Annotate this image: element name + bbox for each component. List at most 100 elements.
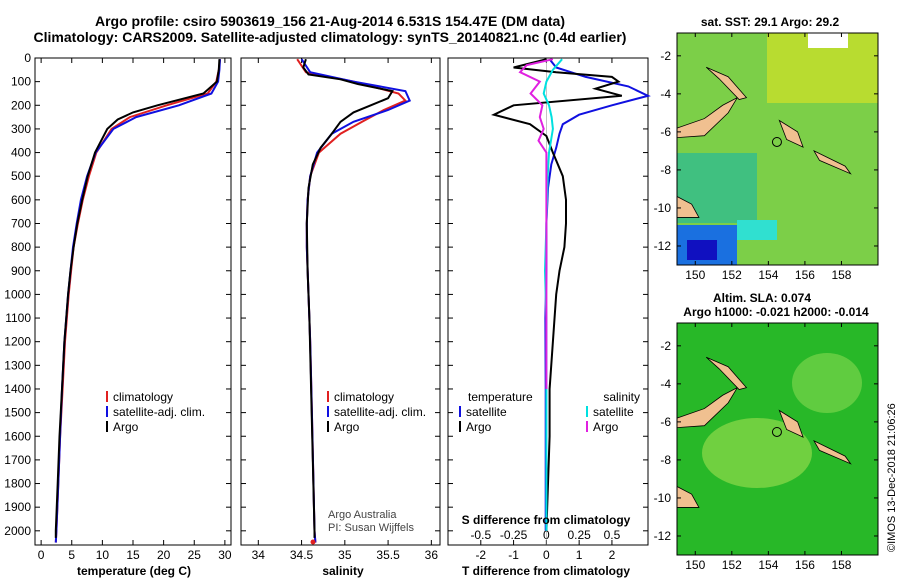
lat-tick-label: -8 — [660, 453, 671, 467]
legend-climatology-swatch — [327, 391, 329, 402]
legend-climatology-label: climatology — [113, 390, 173, 404]
x2-tick-label: 0.5 — [604, 528, 621, 542]
sla-map-title1: Altim. SLA: 0.074 — [713, 291, 811, 305]
sst-map: -2 -4 -6 -8 -10 -12 150 152 154 156 158 — [654, 32, 879, 282]
lat-tick-label: -10 — [654, 201, 672, 215]
x-tick-label: 30 — [218, 548, 232, 562]
legend-s-argo-label: Argo — [593, 420, 619, 434]
land-bougainville — [778, 409, 804, 438]
salinity-legend: climatology satellite-adj. clim. Argo — [334, 390, 426, 434]
depth-tick-label: 800 — [11, 240, 31, 254]
depth-tick-label: 500 — [11, 169, 31, 183]
temperature-xlabel: temperature (deg C) — [77, 564, 191, 578]
depth-tick-label: 1400 — [4, 382, 31, 396]
x-tick-label: 10 — [96, 548, 110, 562]
lon-tick-label: 152 — [722, 268, 742, 282]
lon-tick-label: 150 — [685, 268, 705, 282]
legend-s-satellite-label: satellite — [593, 405, 634, 419]
legend-satellite-adj-label: satellite-adj. clim. — [334, 405, 426, 419]
legend-salinity-title: salinity — [603, 390, 640, 404]
depth-tick-label: 900 — [11, 264, 31, 278]
x-tick-label: 1 — [576, 548, 583, 562]
footer-stamp: ©IMOS 13-Dec-2018 21:06:26 — [886, 403, 898, 552]
series-line-argo — [302, 58, 394, 538]
depth-tick-label: 1500 — [4, 406, 31, 420]
lat-tick-label: -6 — [660, 415, 671, 429]
depth-tick-label: 1300 — [4, 358, 31, 372]
x-tick-label: 35 — [338, 548, 352, 562]
plot-frame — [34, 57, 232, 546]
legend-t-satellite-label: satellite — [466, 405, 507, 419]
x-tick-label: 36 — [425, 548, 439, 562]
series-line-climatology — [54, 59, 221, 543]
legend-argo-swatch — [106, 421, 108, 432]
lat-tick-label: -2 — [660, 339, 671, 353]
legend-satellite-adj-swatch — [327, 406, 329, 417]
chart-title-line1: Argo profile: csiro 5903619_156 21-Aug-2… — [95, 13, 565, 29]
float-position-marker — [771, 136, 782, 147]
sst-cloud — [808, 33, 848, 48]
depth-tick-label: 100 — [11, 75, 31, 89]
x-tick-label: 34 — [252, 548, 266, 562]
lon-tick-label: 156 — [795, 268, 815, 282]
x-tick-label: -1 — [508, 548, 519, 562]
lat-tick-label: -10 — [654, 491, 672, 505]
sla-field-high — [792, 353, 862, 413]
x-tick-label: 15 — [126, 548, 140, 562]
legend-satellite-adj-label: satellite-adj. clim. — [113, 405, 205, 419]
lon-tick-label: 158 — [831, 558, 851, 572]
x2-tick-label: -0.5 — [470, 528, 491, 542]
x-tick-label: 34.5 — [290, 548, 314, 562]
depth-tick-label: 600 — [11, 193, 31, 207]
salinity-panel: 34 34.5 35 35.5 36 — [240, 57, 441, 562]
x-tick-label: 0 — [38, 548, 45, 562]
depth-tick-label: 700 — [11, 216, 31, 230]
sst-field-coldest — [687, 240, 717, 260]
legend-temperature-title: temperature — [468, 390, 533, 404]
depth-tick-label: 2000 — [4, 524, 31, 538]
salinity-annotation: Argo Australia PI: Susan Wijffels — [328, 509, 414, 534]
legend-s-satellite-swatch — [586, 406, 588, 417]
depth-tick-label: 200 — [11, 98, 31, 112]
lon-tick-label: 154 — [758, 558, 778, 572]
annotation-pi: PI: Susan Wijffels — [328, 522, 414, 534]
difference-legend: temperature satellite Argo salinity sate… — [466, 390, 640, 434]
series-line-satellite-adj--clim- — [300, 58, 412, 543]
land-new-ireland — [705, 356, 748, 391]
series-line-satellite-adj--clim- — [54, 59, 221, 543]
sla-map: -2 -4 -6 -8 -10 -12 150 152 154 156 158 — [654, 322, 879, 572]
legend-climatology-swatch — [106, 391, 108, 402]
series-line-argo — [518, 58, 554, 389]
depth-tick-label: 0 — [24, 51, 31, 65]
x-tick-label: 5 — [68, 548, 75, 562]
difference-panel: -2 -1 0 1 2-0.5 -0.25 0 0.25 0.5 — [447, 57, 651, 562]
x-tick-label: 20 — [157, 548, 171, 562]
depth-tick-label: 1600 — [4, 429, 31, 443]
legend-argo-label: Argo — [113, 420, 139, 434]
sla-field-high — [702, 418, 812, 488]
lon-tick-label: 158 — [831, 268, 851, 282]
x-tick-label: 25 — [188, 548, 202, 562]
series-line-argo — [491, 58, 623, 531]
legend-t-satellite-swatch — [459, 406, 461, 417]
legend-argo-label: Argo — [334, 420, 360, 434]
sla-map-title2: Argo h1000: -0.021 h2000: -0.014 — [683, 305, 869, 319]
series-line-argo — [54, 59, 221, 538]
float-position-marker — [310, 539, 316, 545]
map-frame — [676, 322, 879, 556]
depth-tick-label: 300 — [11, 122, 31, 136]
lon-tick-label: 152 — [722, 558, 742, 572]
legend-argo-swatch — [327, 421, 329, 432]
lon-tick-label: 150 — [685, 558, 705, 572]
lat-tick-label: -2 — [660, 49, 671, 63]
temperature-panel: 0100200300400500600700800900100011001200… — [4, 51, 232, 562]
sst-map-title: sat. SST: 29.1 Argo: 29.2 — [701, 15, 840, 29]
chart-title-line2: Climatology: CARS2009. Satellite-adjuste… — [33, 29, 627, 45]
temperature-legend: climatology satellite-adj. clim. Argo — [113, 390, 205, 434]
difference-xlabel: T difference from climatology — [462, 564, 630, 578]
float-position-marker — [771, 426, 782, 437]
depth-tick-label: 1800 — [4, 477, 31, 491]
x-tick-label: 35.5 — [376, 548, 400, 562]
lat-tick-label: -4 — [660, 377, 671, 391]
legend-t-argo-swatch — [459, 421, 461, 432]
